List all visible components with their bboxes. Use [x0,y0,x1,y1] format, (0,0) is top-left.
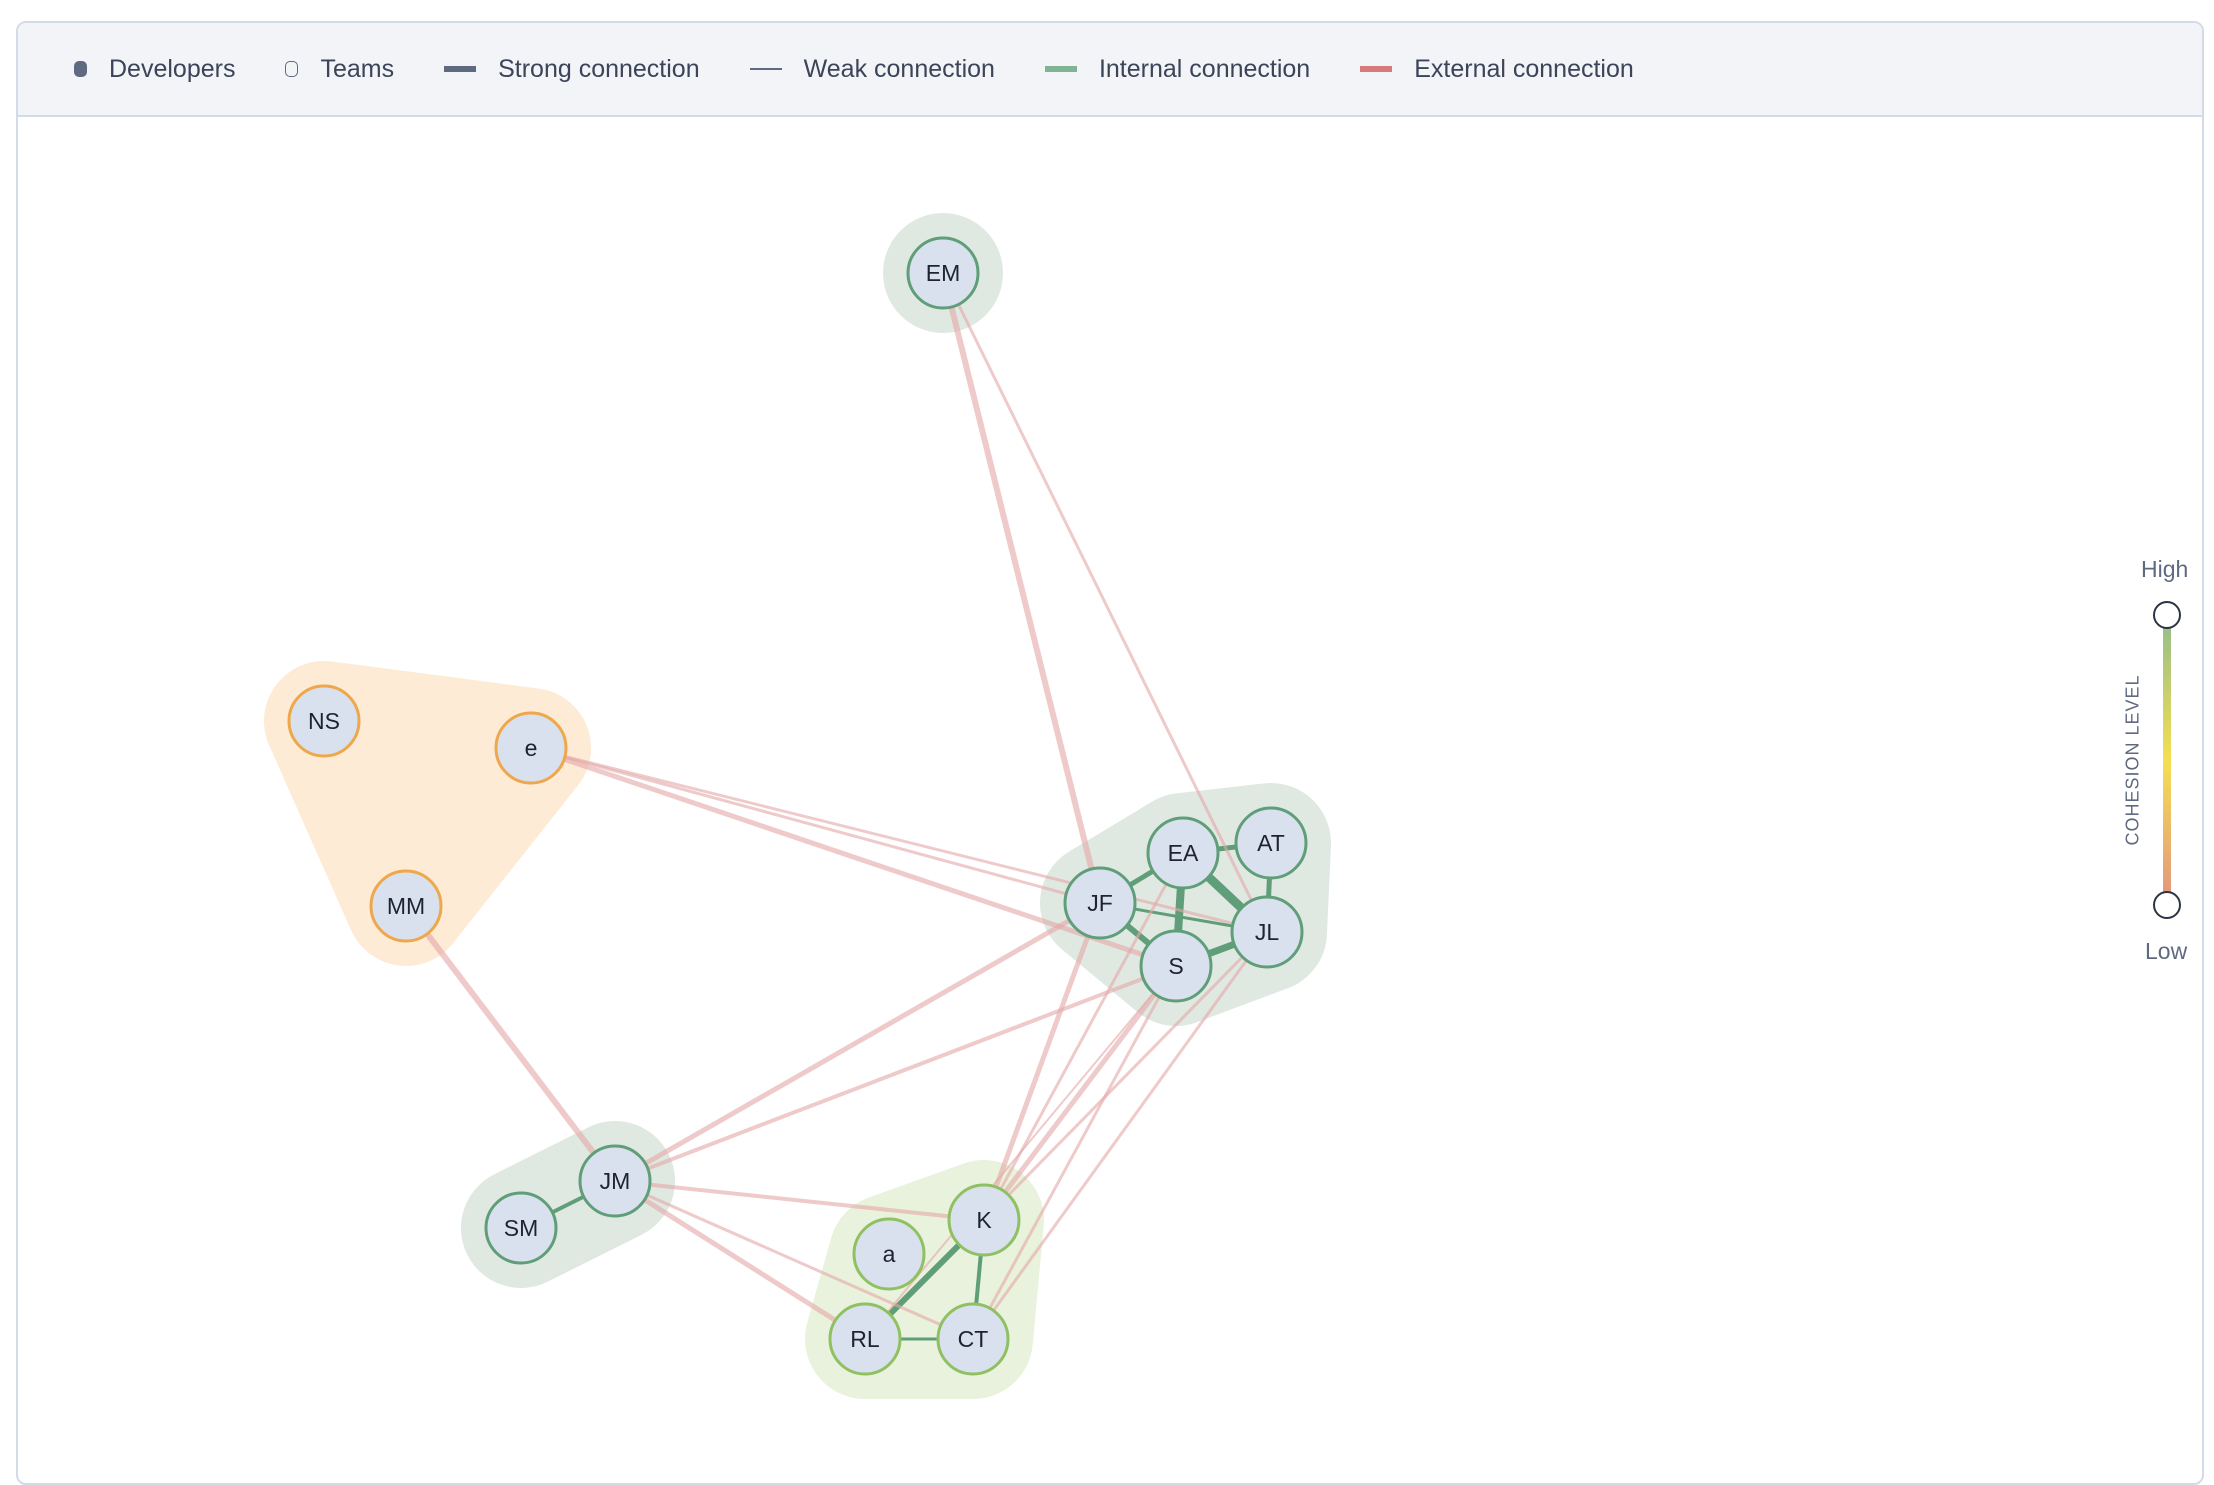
developer-node-RL[interactable]: RL [828,1302,902,1376]
developer-node-JM[interactable]: JM [578,1144,652,1218]
external-connection-CT-JL [971,931,1269,1340]
developer-circle[interactable] [828,1302,902,1376]
developer-circle[interactable] [1234,806,1308,880]
team-hull [264,661,591,966]
external-connection-EM-JF [940,272,1103,904]
external-connection-CT-S [971,965,1178,1340]
legend-item-internal-connection: Internal connection [1044,54,1311,84]
cohesion-low-handle[interactable] [2153,891,2181,919]
developer-node-a[interactable]: a [852,1217,926,1291]
developer-node-JL[interactable]: JL [1230,895,1304,969]
developer-initials: MM [387,893,425,919]
developer-initials: SM [504,1215,539,1241]
developer-node-NS[interactable]: NS [287,684,361,758]
developer-circle[interactable] [369,869,443,943]
developer-initials: NS [308,708,340,734]
legend-item-strong-connection: Strong connection [444,55,700,84]
legend-swatch [1044,66,1077,72]
developer-circle[interactable] [287,684,361,758]
developer-node-S[interactable]: S [1139,929,1213,1003]
external-connection-JM-CT [614,1179,974,1341]
developer-circle[interactable] [947,1183,1021,1257]
legend-label: Teams [320,54,395,83]
cohesion-low-label: Low [2145,938,2188,964]
external-connection-K-JL [982,930,1269,1222]
developer-initials: AT [1257,830,1285,856]
developer-node-MM[interactable]: MM [369,869,443,943]
legend-swatch [1360,66,1393,72]
external-connection-K-S [982,964,1178,1222]
legend-item-teams: Teams [285,55,394,84]
external-connection-e-JF [530,746,1101,905]
developer-node-EA[interactable]: EA [1146,816,1220,890]
legend-item-developers: Developers [74,55,235,84]
external-connection-e-JL [530,746,1268,934]
cohesion-level-title: COHESION LEVEL [2122,674,2143,846]
developer-node-SM[interactable]: SM [484,1191,558,1265]
legend-label: Developers [109,54,236,83]
external-connection-JM-RL [613,1178,867,1342]
legend-label: Internal connection [1098,54,1311,83]
developer-node-CT[interactable]: CT [936,1302,1010,1376]
legend-item-external-connection: External connection [1360,55,1634,84]
developer-initials: a [883,1241,896,1267]
developer-initials: EM [926,260,961,286]
developer-circle[interactable] [936,1302,1010,1376]
developer-circle[interactable] [1139,929,1213,1003]
developer-initials: CT [958,1326,989,1352]
external-connection-JM-S [614,964,1177,1183]
legend-swatch [74,61,87,77]
external-connection-JM-K [614,1179,985,1222]
legend: Developers Teams Strong connection Weak con… [18,23,2202,117]
developer-circle[interactable] [852,1217,926,1291]
developer-circle[interactable] [578,1144,652,1218]
developer-initials: e [525,735,538,761]
developer-circle[interactable] [484,1191,558,1265]
developer-initials: JM [600,1168,631,1194]
developer-node-K[interactable]: K [947,1183,1021,1257]
developer-initials: RL [850,1326,880,1352]
external-connection-e-S [530,745,1177,969]
developer-node-AT[interactable]: AT [1234,806,1308,880]
developer-initials: JL [1255,919,1280,945]
legend-item-weak-connection: Weak connection [749,54,995,84]
developer-initials: EA [1168,840,1199,866]
external-connection-JM-JF [613,900,1102,1184]
developer-initials: JF [1087,890,1113,916]
external-connection-EM-JL [941,272,1269,933]
developer-circle[interactable] [494,711,568,785]
developer-circle[interactable] [1230,895,1304,969]
developer-circle[interactable] [1063,866,1137,940]
legend-label: Strong connection [498,54,700,83]
cohesion-high-handle[interactable] [2153,601,2181,629]
legend-swatch [444,66,477,72]
external-connection-K-JF [981,902,1103,1221]
team-network-graph: EM NS e MM JF EA AT JL S JM SM Ka RL CT [264,213,1331,1399]
developer-initials: K [976,1207,992,1233]
cohesion-gradient-track [2163,628,2171,892]
legend-swatch [285,61,299,77]
legend-swatch [749,68,782,70]
cohesion-high-label: High [2141,556,2189,582]
developer-circle[interactable] [906,236,980,310]
legend-label: External connection [1414,54,1634,83]
developer-node-EM[interactable]: EM [906,236,980,310]
legend-label: Weak connection [803,54,995,83]
developer-initials: S [1168,953,1183,979]
external-connection-K-EA [982,852,1185,1221]
developer-circle[interactable] [1146,816,1220,890]
developer-node-JF[interactable]: JF [1063,866,1137,940]
developer-node-e[interactable]: e [494,711,568,785]
external-connection-MM-JM [403,904,618,1183]
